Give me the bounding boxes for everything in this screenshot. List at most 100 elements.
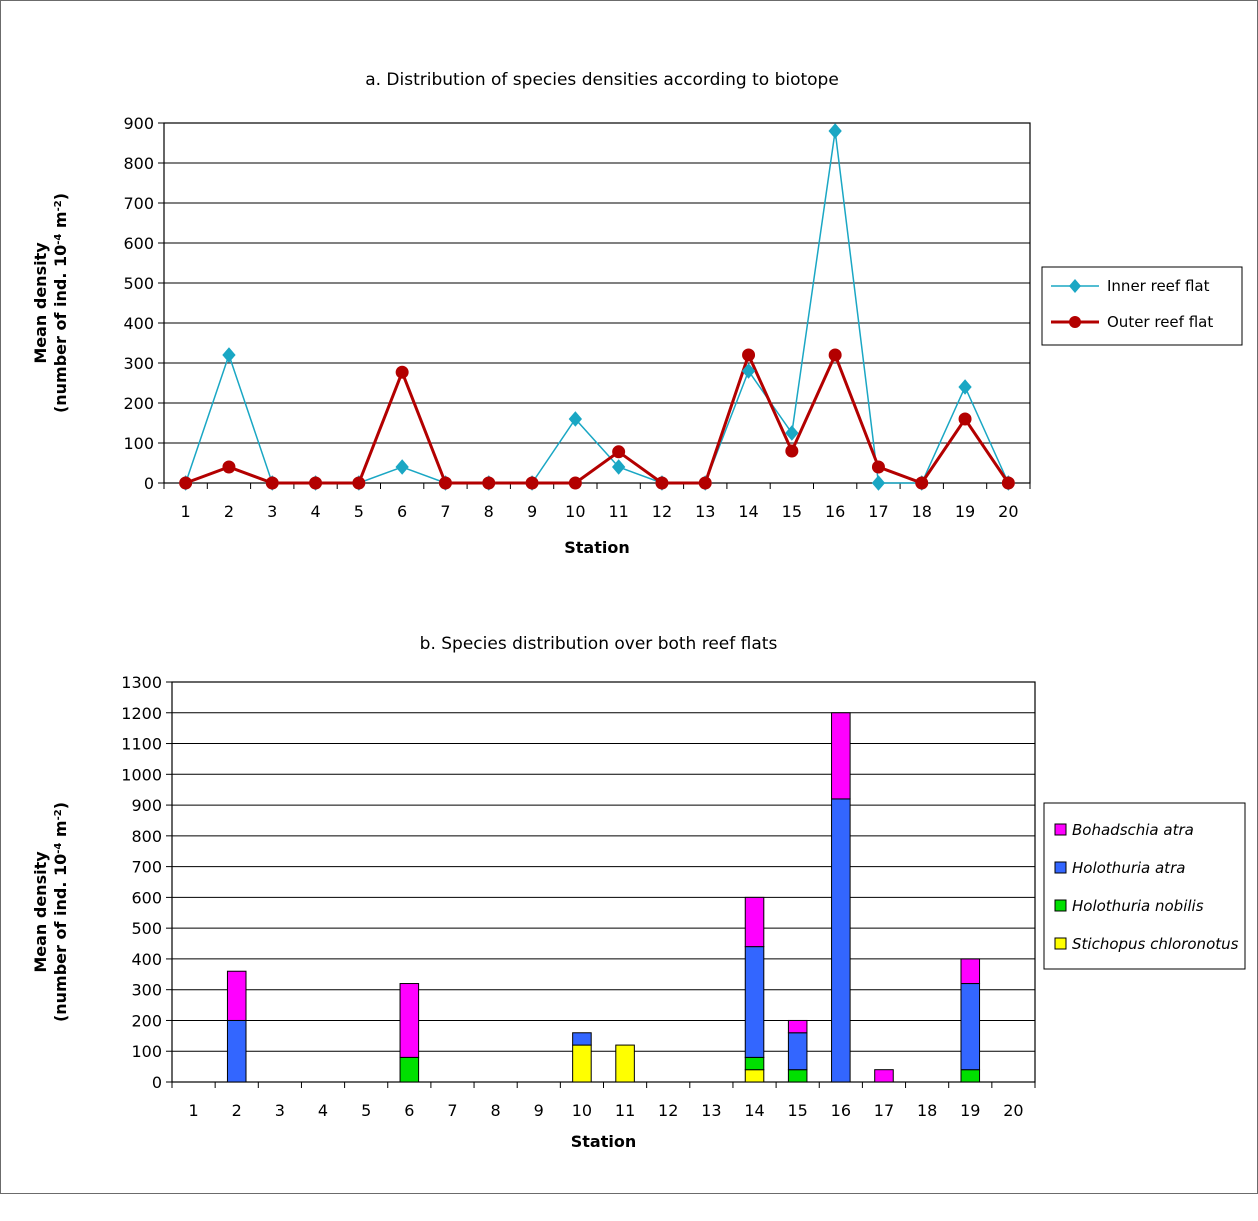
chart-a-ytick-label: 800 <box>123 154 154 173</box>
chart-a-ytick-label: 400 <box>123 314 154 333</box>
chart-b-legend-label: Holothuria nobilis <box>1072 897 1204 915</box>
chart-b-stacked-bar: b. Species distribution over both reef f… <box>31 634 1246 1151</box>
chart-a-legend-marker <box>1069 279 1081 293</box>
chart-a-point <box>742 348 756 362</box>
chart-a-xtick-label: 5 <box>354 502 364 521</box>
chart-b-ytick-label: 1000 <box>121 765 162 784</box>
chart-a-xtick-label: 19 <box>955 502 975 521</box>
chart-b-xtick-label: 11 <box>615 1101 635 1120</box>
chart-a-point <box>611 459 626 475</box>
chart-a-point <box>568 411 583 427</box>
chart-b-ylabel-line2: (number of ind. 10-4 m-2) <box>51 802 70 1022</box>
chart-a-title: a. Distribution of species densities acc… <box>365 70 839 90</box>
chart-a-point <box>309 476 323 490</box>
chart-b-ytick-label: 200 <box>131 1011 162 1030</box>
chart-a-xtick-label: 14 <box>738 502 758 521</box>
chart-b-legend-swatch <box>1054 823 1067 836</box>
chart-a-xtick-label: 9 <box>527 502 537 521</box>
chart-a-point <box>352 476 366 490</box>
chart-a-legend-marker <box>1069 316 1081 328</box>
chart-b-legend-swatch <box>1054 937 1067 950</box>
chart-b-xtick-label: 2 <box>232 1101 242 1120</box>
chart-b-xtick-label: 7 <box>447 1101 457 1120</box>
chart-b-title: b. Species distribution over both reef f… <box>420 634 778 654</box>
chart-a-series-line <box>185 350 1010 485</box>
chart-a-point <box>785 425 799 441</box>
chart-b-xtick-label: 12 <box>658 1101 678 1120</box>
chart-b-ytick-label: 100 <box>131 1042 162 1061</box>
chart-a-ytick-label: 0 <box>144 474 154 493</box>
chart-a-point <box>828 348 842 362</box>
chart-a-point <box>871 475 886 491</box>
chart-b-bar-segment <box>744 946 765 1058</box>
chart-b-ytick-label: 400 <box>131 950 162 969</box>
chart-b-xlabel: Station <box>571 1132 636 1151</box>
chart-b-ytick-label: 800 <box>131 827 162 846</box>
chart-b-legend-swatch <box>1054 861 1067 874</box>
chart-a-ytick-label: 700 <box>123 194 154 213</box>
chart-a-point <box>785 444 799 458</box>
chart-a-ylabel-line2: (number of ind. 10-4 m-2) <box>51 193 70 413</box>
chart-a-xtick-label: 3 <box>267 502 277 521</box>
chart-b-xtick-label: 5 <box>361 1101 371 1120</box>
chart-b-xtick-label: 3 <box>275 1101 285 1120</box>
chart-b-xtick-label: 20 <box>1003 1101 1023 1120</box>
chart-a-point <box>655 476 669 490</box>
chart-a-point <box>265 476 279 490</box>
chart-b-bar-segment <box>744 896 765 948</box>
chart-b-xtick-label: 9 <box>534 1101 544 1120</box>
chart-b-xtick-label: 4 <box>318 1101 328 1120</box>
chart-b-bar-segment <box>960 983 981 1071</box>
chart-b-xtick-label: 13 <box>701 1101 721 1120</box>
chart-a-line: a. Distribution of species densities acc… <box>31 70 1243 557</box>
chart-b-bar-segment <box>787 1019 808 1034</box>
chart-a-xtick-label: 18 <box>912 502 932 521</box>
chart-b-xtick-label: 10 <box>572 1101 592 1120</box>
chart-a-point <box>958 412 972 426</box>
chart-a-xtick-label: 4 <box>310 502 320 521</box>
chart-b-bar-segment <box>744 1069 765 1083</box>
chart-b-bar-segment <box>744 1056 765 1071</box>
chart-b-bar-segment <box>960 1069 981 1083</box>
chart-b-ylabel: Mean density (number of ind. 10-4 m-2) <box>31 802 70 1022</box>
chart-b-legend-swatch <box>1054 899 1067 912</box>
chart-b-bar-segment <box>831 712 851 800</box>
chart-b-bar-segment <box>572 1032 592 1046</box>
chart-b-bar-segment <box>399 1056 420 1083</box>
chart-a-point <box>828 123 842 139</box>
chart-a-xtick-label: 12 <box>652 502 672 521</box>
chart-a-xtick-label: 20 <box>998 502 1018 521</box>
chart-b-xtick-label: 16 <box>831 1101 851 1120</box>
chart-b-ytick-label: 500 <box>131 919 162 938</box>
chart-a-ylabel-line1: Mean density <box>31 242 50 364</box>
chart-b-bar-segment <box>874 1069 894 1083</box>
chart-b-xtick-label: 6 <box>404 1101 414 1120</box>
chart-b-ytick-label: 1200 <box>121 704 162 723</box>
figure-page: a. Distribution of species densities acc… <box>0 0 1258 1194</box>
chart-b-ytick-label: 1300 <box>121 673 162 692</box>
chart-b-ytick-label: 900 <box>131 796 162 815</box>
chart-b-legend-label: Stichopus chloronotus <box>1072 935 1239 953</box>
chart-a-point <box>915 476 929 490</box>
chart-a-ytick-label: 100 <box>123 434 154 453</box>
chart-a-xtick-label: 7 <box>440 502 450 521</box>
chart-b-bar-segment <box>226 970 247 1021</box>
chart-a-xtick-label: 8 <box>484 502 494 521</box>
chart-a-point <box>871 460 885 474</box>
chart-a-xtick-label: 2 <box>224 502 234 521</box>
chart-a-plot-area <box>163 122 1031 484</box>
chart-b-ytick-label: 600 <box>131 888 162 907</box>
chart-a-point <box>612 445 626 459</box>
chart-a-point <box>698 476 712 490</box>
chart-b-plot-area <box>171 681 1036 1083</box>
chart-a-ytick-label: 300 <box>123 354 154 373</box>
chart-a-ytick-label: 900 <box>123 114 154 133</box>
chart-a-point <box>222 460 236 474</box>
chart-b-xtick-label: 14 <box>744 1101 764 1120</box>
chart-b-bar-segment <box>572 1044 592 1083</box>
chart-a-xtick-label: 13 <box>695 502 715 521</box>
chart-b-ylabel-line1: Mean density <box>31 851 50 973</box>
chart-a-xtick-label: 16 <box>825 502 845 521</box>
chart-b-ytick-label: 1100 <box>121 735 162 754</box>
chart-b-xtick-label: 19 <box>960 1101 980 1120</box>
